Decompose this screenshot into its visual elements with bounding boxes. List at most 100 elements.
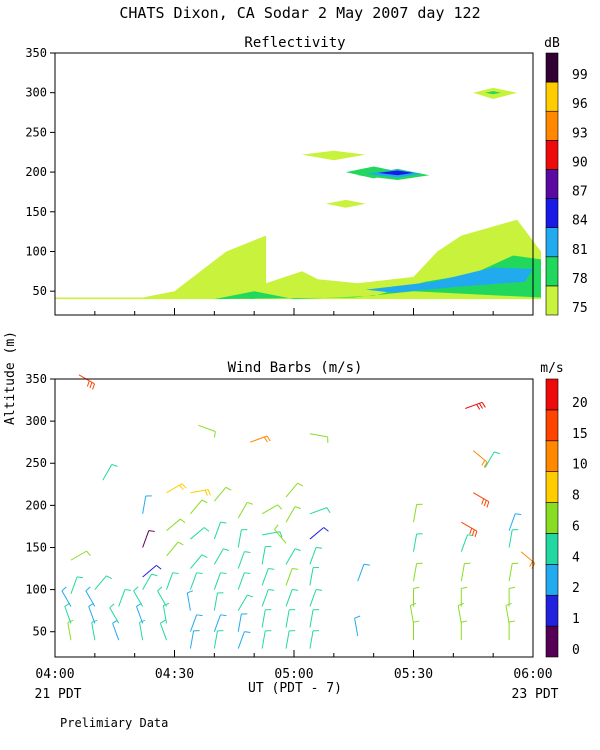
wind-barb-feather <box>244 551 251 553</box>
wind-barb <box>190 489 211 496</box>
wind-barb-staff <box>285 589 293 607</box>
wind-barb-staff <box>309 547 317 565</box>
wind-barb <box>157 586 167 607</box>
wind-barb-feather <box>213 431 216 438</box>
wind-barb-xtick-label: 05:00 <box>274 667 313 682</box>
wind-barb <box>274 524 287 544</box>
wind-barb <box>237 594 254 611</box>
wind-barb-staff <box>409 605 414 624</box>
wind-barb-staff <box>166 572 174 590</box>
reflectivity-region-1 <box>214 255 542 300</box>
wind-barb <box>460 534 474 552</box>
wind-barb-ytick-label: 300 <box>25 414 47 428</box>
wind-barb <box>309 589 323 607</box>
wind-barb-feather <box>244 572 251 575</box>
wind-barb-staff <box>61 590 72 607</box>
wind-barb-ytick-label: 100 <box>25 583 47 597</box>
reflectivity-colorbar-label: 84 <box>572 214 588 229</box>
wind-barb-feather <box>220 614 227 617</box>
wind-barb-feather <box>461 620 468 623</box>
reflectivity-colorbar-swatch <box>545 285 559 316</box>
wind-barb-feather <box>274 524 279 530</box>
wind-barb-staff <box>237 631 245 649</box>
wind-barb <box>508 620 516 641</box>
wind-barb <box>508 586 516 607</box>
wind-barb-feather <box>279 531 283 538</box>
wind-barb-feather <box>471 529 475 536</box>
wind-barb-staff <box>133 590 144 607</box>
wind-barb-xtick-label: 04:00 <box>35 667 74 682</box>
wind-barb-colorbar-swatch <box>545 409 559 442</box>
wind-barb-feather <box>148 530 155 532</box>
wind-barb-feather <box>61 586 67 592</box>
wind-barb <box>237 631 251 649</box>
wind-barb <box>285 482 304 498</box>
reflectivity-region-0 <box>55 219 541 300</box>
wind-barb-staff <box>261 504 278 515</box>
wind-barb-staff <box>457 605 462 624</box>
wind-barb-colorbar-swatch <box>545 378 559 411</box>
wind-barb-staff <box>460 563 465 582</box>
right-time-note: 23 PDT <box>512 687 559 702</box>
wind-barb-feather <box>476 404 481 410</box>
wind-barb-colorbar-label: 0 <box>572 643 580 658</box>
wind-barb-staff <box>109 607 120 624</box>
wind-barb-staff <box>261 630 266 649</box>
wind-barb-feather <box>247 594 254 598</box>
wind-barb-title: Wind Barbs (m/s) <box>228 360 363 376</box>
wind-barb-xtick-label: 06:00 <box>513 667 552 682</box>
wind-barb <box>285 548 301 565</box>
wind-barb-feather <box>207 489 211 496</box>
wind-barb <box>309 566 320 586</box>
wind-barb <box>213 486 232 502</box>
wind-barb-staff <box>190 489 209 494</box>
wind-barb-staff <box>166 541 179 557</box>
wind-barb-feather <box>297 482 304 487</box>
y-axis-title: Altitude (m) <box>3 331 18 425</box>
wind-barb <box>237 572 251 590</box>
wind-barb-feather <box>177 541 184 546</box>
wind-barb <box>70 550 91 561</box>
wind-barb-feather <box>220 572 227 575</box>
wind-barb-staff <box>261 546 266 565</box>
reflectivity-ytick-label: 300 <box>25 86 47 100</box>
wind-barb-feather <box>156 565 162 570</box>
reflectivity-colorbar-label: 96 <box>572 97 588 112</box>
reflectivity-colorbar-label: 87 <box>572 185 588 200</box>
wind-barb <box>357 563 370 582</box>
wind-barb <box>118 589 131 607</box>
wind-barb-staff <box>213 630 218 649</box>
wind-barb <box>413 562 423 582</box>
wind-barb-staff <box>166 518 181 532</box>
wind-barb <box>460 620 468 641</box>
wind-barb-staff <box>460 534 468 552</box>
wind-barb-staff <box>142 565 157 578</box>
wind-barb <box>285 609 296 628</box>
wind-barb-staff <box>159 623 168 641</box>
wind-barb-staff <box>285 609 290 628</box>
wind-barb <box>354 615 361 637</box>
wind-barb-colorbar: 0 1 2 4 6 8 10 15 20 <box>545 378 588 658</box>
wind-barb-staff <box>157 590 167 607</box>
wind-barb-staff <box>213 592 218 611</box>
wind-barb <box>237 613 248 632</box>
wind-barb-feather <box>292 567 299 570</box>
reflectivity-region-6 <box>377 170 414 176</box>
wind-barb <box>508 529 519 548</box>
wind-barb <box>237 501 254 519</box>
wind-barb-feather <box>181 483 187 489</box>
wind-barb-staff <box>189 630 195 649</box>
wind-barb-staff <box>413 563 418 582</box>
wind-barb-feather <box>163 602 170 607</box>
wind-barb <box>309 527 329 540</box>
wind-barb-feather <box>323 527 329 532</box>
wind-barb-feather <box>294 506 301 509</box>
wind-barb-feather <box>133 586 139 592</box>
wind-barb-staff <box>162 605 168 624</box>
wind-barb-staff <box>190 554 203 569</box>
wind-barb-staff <box>112 623 120 641</box>
wind-barb-feather <box>515 513 522 516</box>
wind-barb <box>508 562 519 582</box>
wind-barb-staff <box>94 575 107 590</box>
